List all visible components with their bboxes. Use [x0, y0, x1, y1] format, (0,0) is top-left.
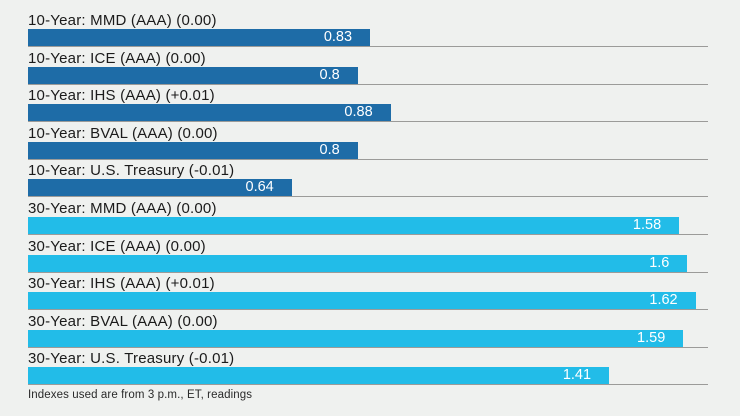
bar-label: 30-Year: MMD (AAA) (0.00)	[28, 199, 217, 217]
bar: 1.59	[28, 329, 684, 347]
bar-label: 10-Year: MMD (AAA) (0.00)	[28, 12, 217, 29]
bar-row: 10-Year: U.S. Treasury (-0.01) 0.64	[28, 162, 708, 200]
bar-baseline-track: 0.8	[28, 141, 708, 160]
bar-baseline-track: 0.83	[28, 29, 708, 47]
bar-value-label: 0.88	[344, 104, 373, 121]
bar-row: 10-Year: ICE (AAA) (0.00) 0.8	[28, 50, 708, 88]
bar-baseline-track: 1.59	[28, 329, 708, 348]
bar-label: 10-Year: IHS (AAA) (+0.01)	[28, 87, 215, 105]
bar-row: 10-Year: MMD (AAA) (0.00) 0.83	[28, 12, 708, 50]
bar-value-label: 1.41	[562, 367, 592, 384]
bar-value-label: 0.83	[323, 29, 353, 45]
bar: 1.62	[28, 292, 696, 310]
bar-row: 30-Year: BVAL (AAA) (0.00) 1.59	[28, 313, 708, 351]
bar-label: 10-Year: U.S. Treasury (-0.01)	[28, 162, 235, 180]
chart-footnote: Indexes used are from 3 p.m., ET, readin…	[28, 388, 253, 401]
bar-label: 30-Year: BVAL (AAA) (0.00)	[28, 312, 218, 330]
bar-value-label: 1.58	[632, 216, 662, 233]
bar-rows-container: 10-Year: MMD (AAA) (0.00) 0.83 10-Year: …	[28, 12, 708, 388]
bar: 0.83	[28, 29, 371, 46]
bar: 1.6	[28, 254, 688, 272]
bar-label: 10-Year: ICE (AAA) (0.00)	[28, 49, 206, 67]
bar-value-label: 1.6	[649, 254, 670, 271]
bar-row: 30-Year: ICE (AAA) (0.00) 1.6	[28, 238, 708, 276]
bar: 0.88	[28, 104, 391, 122]
bar-baseline-track: 0.8	[28, 66, 708, 85]
bar: 1.41	[28, 367, 610, 385]
bar-baseline-track: 1.62	[28, 292, 708, 311]
bar-row: 30-Year: MMD (AAA) (0.00) 1.58	[28, 200, 708, 238]
bar-baseline-track: 1.58	[28, 216, 708, 235]
bar-value-label: 0.8	[319, 141, 340, 158]
bar: 1.58	[28, 216, 680, 234]
bar-row: 30-Year: IHS (AAA) (+0.01) 1.62	[28, 275, 708, 313]
bar-label: 30-Year: ICE (AAA) (0.00)	[28, 237, 206, 255]
bar-value-label: 1.62	[649, 292, 678, 309]
bar-label: 30-Year: U.S. Treasury (-0.01)	[28, 350, 235, 368]
bar-baseline-track: 0.88	[28, 104, 708, 123]
bar-label: 30-Year: IHS (AAA) (+0.01)	[28, 275, 215, 293]
bar-value-label: 0.8	[319, 66, 340, 83]
bar-row: 10-Year: IHS (AAA) (+0.01) 0.88	[28, 87, 708, 125]
bar-row: 10-Year: BVAL (AAA) (0.00) 0.8	[28, 125, 708, 163]
bar-label: 10-Year: BVAL (AAA) (0.00)	[28, 124, 218, 142]
bar-value-label: 1.59	[637, 329, 666, 346]
bar-baseline-track: 1.6	[28, 254, 708, 273]
bar-baseline-track: 0.64	[28, 179, 708, 198]
bar-row: 30-Year: U.S. Treasury (-0.01) 1.41	[28, 350, 708, 388]
bar-value-label: 0.64	[245, 179, 274, 196]
bar: 0.64	[28, 179, 292, 197]
bar-baseline-track: 1.41	[28, 367, 708, 386]
bar: 0.8	[28, 141, 358, 159]
yield-bar-chart: 10-Year: MMD (AAA) (0.00) 0.83 10-Year: …	[28, 12, 708, 401]
bar: 0.8	[28, 66, 358, 84]
